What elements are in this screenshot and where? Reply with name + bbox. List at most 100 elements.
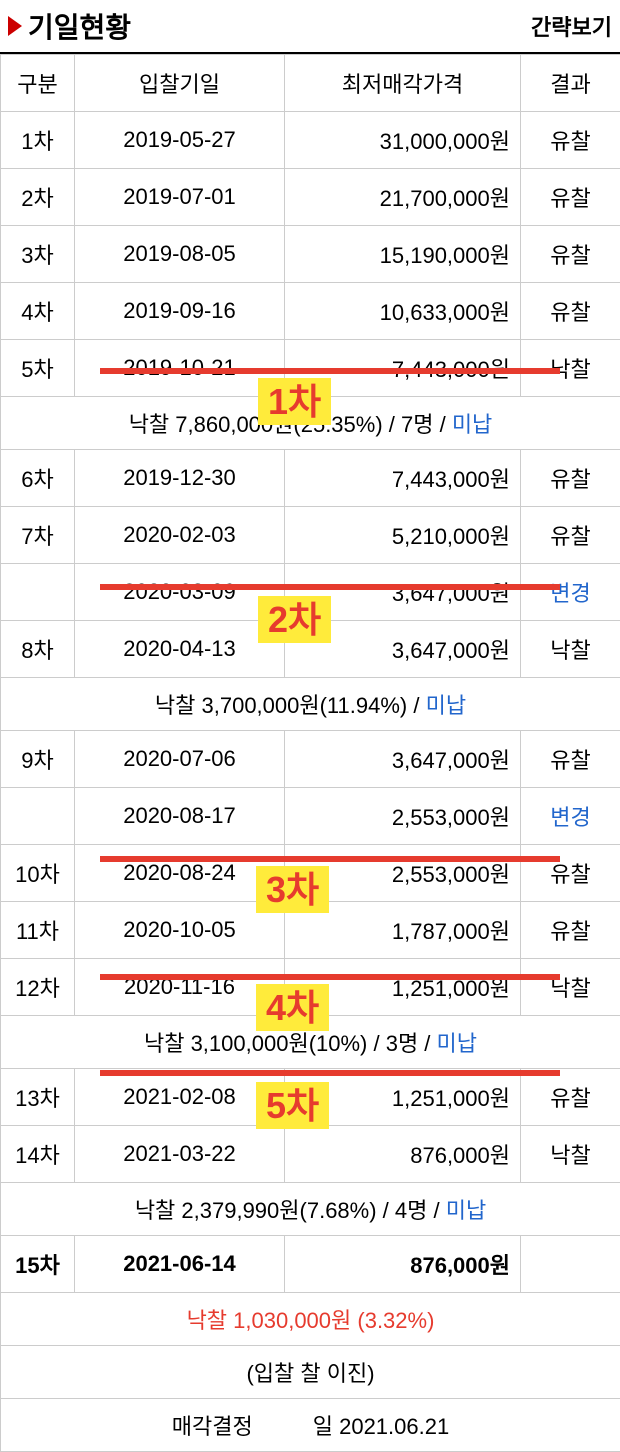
cell-result: 유찰 <box>521 507 620 564</box>
cell-result: 유찰 <box>521 1069 620 1126</box>
cell-no: 7차 <box>1 507 75 564</box>
cell-result: 유찰 <box>521 845 620 902</box>
cell-result: 낙찰 <box>521 621 620 678</box>
cell-price: 10,633,000원 <box>285 283 521 340</box>
summary-cell: 낙찰 1,030,000원 (3.32%) <box>1 1293 620 1346</box>
summary-unpaid: 미납 <box>446 1198 486 1223</box>
summary-row-final: 낙찰 1,030,000원 (3.32%) <box>1 1293 620 1346</box>
cell-date: 2020-03-09 <box>75 564 285 621</box>
cell-date: 2019-07-01 <box>75 169 285 226</box>
cell-date: 2019-12-30 <box>75 450 285 507</box>
cell-result: 유찰 <box>521 450 620 507</box>
cell-price: 876,000원 <box>285 1126 521 1183</box>
cell-price: 2,553,000원 <box>285 788 521 845</box>
footer-row: (입찰 찰 이진) <box>1 1346 620 1399</box>
cell-result: 유찰 <box>521 169 620 226</box>
cell-price: 3,647,000원 <box>285 731 521 788</box>
header-title: 기일현황 <box>8 6 131 46</box>
page-title: 기일현황 <box>28 6 131 46</box>
table-row: 6차2019-12-307,443,000원유찰 <box>1 450 620 507</box>
cell-price: 15,190,000원 <box>285 226 521 283</box>
table-row: 2020-08-172,553,000원변경 <box>1 788 620 845</box>
round-stamp: 4차 <box>256 984 329 1031</box>
cell-no: 6차 <box>1 450 75 507</box>
table-row: 1차2019-05-2731,000,000원유찰 <box>1 112 620 169</box>
summary-cell: 낙찰 2,379,990원(7.68%) / 4명 / 미납 <box>1 1183 620 1236</box>
col-header-price: 최저매각가격 <box>285 55 521 112</box>
summary-text: 낙찰 2,379,990원(7.68%) / 4명 / <box>135 1198 446 1223</box>
highlight-line <box>100 368 560 374</box>
table-header-row: 구분 입찰기일 최저매각가격 결과 <box>1 55 620 112</box>
triangle-icon <box>8 16 22 36</box>
table-row: 14차2021-03-22876,000원낙찰 <box>1 1126 620 1183</box>
cell-no: 15차 <box>1 1236 75 1293</box>
cell-date: 2019-08-05 <box>75 226 285 283</box>
brief-view-link[interactable]: 간략보기 <box>531 10 612 42</box>
cell-date: 2021-02-08 <box>75 1069 285 1126</box>
cell-price: 21,700,000원 <box>285 169 521 226</box>
cell-no: 9차 <box>1 731 75 788</box>
cell-date: 2020-11-16 <box>75 959 285 1016</box>
highlight-line <box>100 856 560 862</box>
cell-result: 낙찰 <box>521 959 620 1016</box>
summary-unpaid: 미납 <box>452 412 492 437</box>
summary-text: 낙찰 3,700,000원(11.94%) / <box>155 693 426 718</box>
cell-no: 5차 <box>1 340 75 397</box>
round-stamp: 2차 <box>258 596 331 643</box>
cell-no: 12차 <box>1 959 75 1016</box>
final-bid-text: 낙찰 1,030,000원 (3.32%) <box>187 1308 435 1333</box>
table-row: 3차2019-08-0515,190,000원유찰 <box>1 226 620 283</box>
cell-price: 7,443,000원 <box>285 450 521 507</box>
table-row: 15차2021-06-14876,000원 <box>1 1236 620 1293</box>
round-stamp: 5차 <box>256 1082 329 1129</box>
cell-no <box>1 564 75 621</box>
table-row: 2차2019-07-0121,700,000원유찰 <box>1 169 620 226</box>
cell-result: 변경 <box>521 564 620 621</box>
highlight-line <box>100 584 560 590</box>
table-row: 7차2020-02-035,210,000원유찰 <box>1 507 620 564</box>
cell-no: 10차 <box>1 845 75 902</box>
cell-no: 8차 <box>1 621 75 678</box>
footer-cell: 매각결정일 2021.06.21 <box>1 1399 620 1452</box>
cell-result: 변경 <box>521 788 620 845</box>
cell-date: 2021-06-14 <box>75 1236 285 1293</box>
cell-price: 31,000,000원 <box>285 112 521 169</box>
footer-cell: (입찰 찰 이진) <box>1 1346 620 1399</box>
cell-no: 13차 <box>1 1069 75 1126</box>
cell-date: 2020-08-24 <box>75 845 285 902</box>
cell-no <box>1 788 75 845</box>
cell-no: 2차 <box>1 169 75 226</box>
cell-no: 11차 <box>1 902 75 959</box>
cell-date: 2021-03-22 <box>75 1126 285 1183</box>
table-row: 9차2020-07-063,647,000원유찰 <box>1 731 620 788</box>
cell-result <box>521 1236 620 1293</box>
col-header-result: 결과 <box>521 55 620 112</box>
cell-result: 유찰 <box>521 112 620 169</box>
cell-no: 3차 <box>1 226 75 283</box>
summary-cell: 낙찰 3,700,000원(11.94%) / 미납 <box>1 678 620 731</box>
cell-result: 유찰 <box>521 902 620 959</box>
cell-date: 2019-09-16 <box>75 283 285 340</box>
cell-date: 2020-02-03 <box>75 507 285 564</box>
summary-text: 낙찰 3,100,000원(10%) / 3명 / <box>144 1031 437 1056</box>
summary-unpaid: 미납 <box>426 693 466 718</box>
auction-schedule-table: 구분 입찰기일 최저매각가격 결과 1차2019-05-2731,000,000… <box>0 54 620 1452</box>
footer-row: 매각결정일 2021.06.21 <box>1 1399 620 1452</box>
cell-date: 2019-05-27 <box>75 112 285 169</box>
col-header-date: 입찰기일 <box>75 55 285 112</box>
table-row: 4차2019-09-1610,633,000원유찰 <box>1 283 620 340</box>
cell-no: 1차 <box>1 112 75 169</box>
cell-no: 14차 <box>1 1126 75 1183</box>
section-header: 기일현황 간략보기 <box>0 0 620 54</box>
cell-no: 4차 <box>1 283 75 340</box>
summary-row: 낙찰 2,379,990원(7.68%) / 4명 / 미납 <box>1 1183 620 1236</box>
col-header-no: 구분 <box>1 55 75 112</box>
cell-date: 2020-10-05 <box>75 902 285 959</box>
cell-result: 유찰 <box>521 226 620 283</box>
summary-row: 낙찰 3,700,000원(11.94%) / 미납 <box>1 678 620 731</box>
round-stamp: 3차 <box>256 866 329 913</box>
summary-unpaid: 미납 <box>437 1031 477 1056</box>
cell-result: 유찰 <box>521 731 620 788</box>
cell-date: 2020-08-17 <box>75 788 285 845</box>
cell-date: 2020-04-13 <box>75 621 285 678</box>
